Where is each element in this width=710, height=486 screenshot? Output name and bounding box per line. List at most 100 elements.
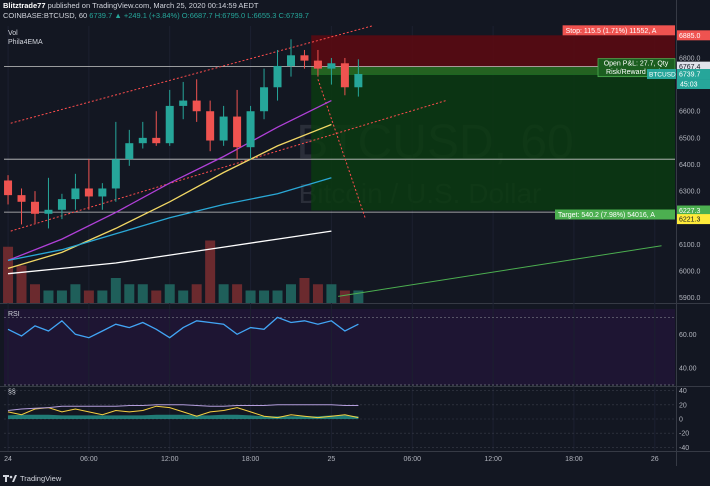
candle-body	[246, 111, 255, 148]
time-tick-label: 12:00	[161, 456, 179, 463]
price-tick-label: 6400.0	[679, 162, 701, 169]
pane-separator	[0, 386, 710, 387]
price-label: 6227.3	[679, 208, 701, 215]
osc-line	[7, 404, 359, 411]
target-label-bg	[555, 209, 675, 220]
candle-body	[354, 74, 363, 88]
volume-bar	[110, 278, 121, 303]
stop-label-text: Stop: 115.5 (1.71%) 11552, A	[566, 28, 657, 35]
volume-bar	[164, 284, 175, 303]
price-label-bg	[677, 61, 710, 72]
candle-body	[57, 199, 66, 210]
volume-bar	[29, 284, 40, 303]
time-tick-label: 06:00	[80, 456, 98, 463]
candle-body	[219, 116, 228, 141]
candles	[4, 39, 363, 229]
candle-body	[138, 137, 147, 144]
volume-bar	[16, 265, 27, 303]
tradingview-footer[interactable]: TradingView	[3, 472, 61, 484]
target-label[interactable]: Target: 540.2 (7.98%) 54016, A	[555, 209, 675, 220]
time-tick-label: 12:00	[484, 456, 502, 463]
candle-body	[233, 116, 242, 148]
price-tick-label: 6300.0	[679, 189, 701, 196]
open-pl-text: Open P&L: 27.7, Qty	[604, 61, 669, 68]
candle-body	[125, 143, 134, 160]
price-label: 6767.4	[679, 64, 701, 71]
oscillator-legend[interactable]: §§	[8, 389, 16, 396]
volume-bar	[312, 284, 323, 303]
volume-legend[interactable]: Vol	[8, 30, 18, 37]
symbol-name: COINBASE:BTCUSD, 60	[3, 11, 88, 20]
author-name[interactable]: Blitztrade77	[3, 1, 46, 10]
candle-body	[327, 63, 336, 69]
osc-tick-label: -20	[679, 431, 689, 438]
pane-separator	[0, 451, 710, 452]
volume-bar	[272, 290, 283, 303]
osc-tick-label: 0	[679, 417, 683, 424]
volume-bar	[205, 240, 216, 303]
oscillator-pane	[4, 390, 675, 448]
price-tick-label: 5900.0	[679, 295, 701, 302]
volume-bar	[339, 290, 350, 303]
volume-bar	[191, 284, 202, 303]
pane-separator	[0, 303, 710, 304]
candle-body	[286, 55, 295, 66]
time-tick-label: 18:00	[565, 456, 583, 463]
stop-label[interactable]: Stop: 115.5 (1.71%) 11552, A	[562, 25, 675, 36]
price-label: 6221.3	[679, 217, 701, 224]
ema-legend[interactable]: Phila4EMA	[8, 39, 43, 46]
symbol-tag-text: BTCUSD	[649, 72, 676, 79]
volume-bar	[124, 284, 135, 303]
price-label: 6739.7	[679, 72, 701, 79]
rsi-tick-label: 60.00	[679, 332, 697, 339]
osc-tick-label: 20	[679, 402, 687, 409]
ema-line	[7, 123, 332, 270]
price-label-bg	[677, 30, 710, 41]
candle-body	[84, 188, 93, 197]
volume-bar	[232, 284, 243, 303]
candle-body	[192, 100, 201, 112]
ema-line	[7, 230, 332, 275]
candle-body	[260, 87, 269, 112]
volume-bar	[70, 284, 81, 303]
price-tick-label: 6100.0	[679, 242, 701, 249]
time-tick-label: 06:00	[403, 456, 421, 463]
ema-line	[7, 177, 332, 262]
volume-bar	[245, 290, 256, 303]
axis-separator	[676, 0, 677, 466]
symbol-tag-bg	[647, 69, 676, 80]
countdown-text: 45:03	[680, 82, 698, 89]
price-label: 6885.0	[679, 33, 701, 40]
rsi-line	[7, 316, 359, 339]
chart-header: Blitztrade77 published on TradingView.co…	[0, 0, 710, 22]
countdown-bg	[677, 79, 710, 90]
time-tick-label: 25	[328, 456, 336, 463]
time-tick-label: 18:00	[242, 456, 260, 463]
ohlc-values: 6739.7 ▲ +249.1 (+3.84%) O:6687.7 H:6795…	[89, 11, 309, 20]
candle-body	[44, 209, 53, 214]
candle-body	[206, 111, 215, 141]
target-label-text: Target: 540.2 (7.98%) 54016, A	[558, 212, 655, 219]
trend-lines[interactable]	[10, 25, 662, 297]
pane-backgrounds	[0, 0, 710, 466]
position-labels[interactable]: Stop: 115.5 (1.71%) 11552, A Target: 540.…	[555, 25, 676, 220]
volume-bar	[151, 290, 162, 303]
volume-bar	[137, 284, 148, 303]
volume-bar	[3, 246, 14, 303]
candle-body	[111, 159, 120, 189]
price-tick-label: 6000.0	[679, 269, 701, 276]
publish-info: published on TradingView.com, March 25, …	[47, 1, 259, 10]
candle-body	[71, 188, 80, 200]
volume-bar	[83, 290, 94, 303]
candle-body	[30, 201, 39, 214]
volume-bar	[43, 290, 54, 303]
volume-bar	[259, 290, 270, 303]
tradingview-brand: TradingView	[20, 473, 62, 483]
rsi-legend[interactable]: RSI	[8, 311, 20, 318]
time-tick-label: 24	[4, 456, 12, 463]
candle-body	[340, 63, 349, 88]
position-tool[interactable]	[311, 35, 675, 211]
rsi-background	[4, 309, 675, 385]
price-tick-label: 6500.0	[679, 135, 701, 142]
